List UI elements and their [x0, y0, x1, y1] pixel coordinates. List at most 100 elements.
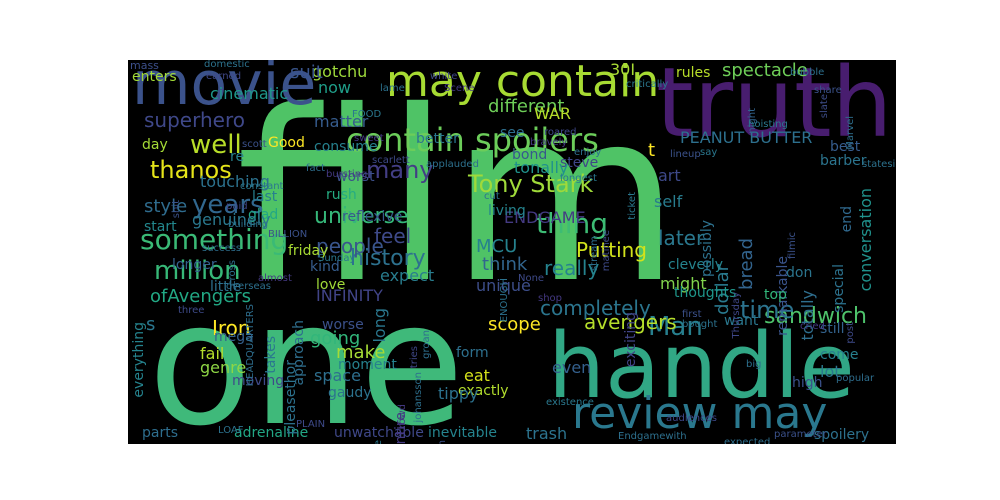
cloud-word: now [318, 78, 352, 97]
cloud-word: groan [421, 330, 432, 359]
cloud-word: truth [656, 60, 893, 159]
cloud-word: sandwich [764, 304, 867, 329]
cloud-word: inevitable [428, 425, 498, 441]
cloud-word: matinee [601, 230, 612, 272]
cloud-word: million [154, 256, 241, 286]
cloud-word: touching [200, 172, 270, 191]
cloud-word: johansson [413, 372, 424, 423]
cloud-word: adrenaline [234, 425, 309, 441]
cloud-word: don [786, 265, 813, 281]
cloud-word: big [746, 359, 762, 370]
cloud-word: critically [626, 79, 669, 90]
cloud-word: share [814, 85, 842, 96]
cloud-word: rush [326, 187, 357, 203]
cloud-word: think [482, 254, 528, 275]
cloud-word: expect [380, 266, 435, 285]
cloud-word: universe [314, 204, 409, 229]
cloud-word: totally [798, 290, 817, 341]
cloud-word: even [552, 358, 592, 377]
cloud-word: Man [648, 312, 703, 342]
cloud-word: one [148, 266, 465, 444]
cloud-word: love [316, 277, 346, 293]
cloud-word: top [764, 287, 787, 303]
cloud-word: existence [546, 397, 594, 408]
cloud-word: shit [171, 200, 182, 219]
cloud-word: suit [290, 62, 323, 83]
cloud-word: FOOD [352, 109, 382, 120]
cloud-word: consume [314, 139, 378, 155]
cloud-word: years [192, 190, 264, 220]
cloud-word: high [792, 375, 823, 391]
cloud-word: mega [214, 329, 254, 345]
cloud-word: cinematic [210, 84, 289, 103]
cloud-word: make [336, 342, 386, 363]
cloud-word: worth [437, 440, 448, 444]
cloud-word: unique [476, 276, 531, 295]
cloud-word: special [831, 264, 847, 313]
cloud-word: spoilery [814, 427, 870, 443]
cloud-word: reflexive [342, 209, 403, 225]
cloud-word: cried [800, 321, 825, 332]
cloud-word: fact [306, 163, 326, 174]
cloud-word: living [488, 203, 526, 219]
cloud-word: constant [240, 181, 284, 192]
cloud-word: s [146, 314, 156, 335]
cloud-word: last [252, 189, 278, 205]
cloud-word: HEADQUARTERS [245, 304, 256, 387]
cloud-word: scope [488, 314, 541, 335]
cloud-word: exactly [458, 383, 509, 399]
cloud-word: better [416, 131, 459, 147]
cloud-word: PLAIN [296, 419, 326, 430]
cloud-word: something [140, 223, 289, 256]
cloud-word: friday [288, 243, 329, 259]
cloud-word: everything [131, 322, 147, 398]
cloud-word: bread [736, 238, 757, 290]
cloud-word: BILLION [268, 229, 308, 240]
cloud-word: moving [232, 373, 285, 389]
cloud-word: lineup [670, 149, 701, 160]
cloud-word: space [314, 366, 361, 385]
cloud-word: roared [544, 127, 577, 138]
cloud-word: see [500, 125, 525, 141]
cloud-word: possibly [699, 220, 715, 277]
cloud-word: post [845, 322, 856, 344]
cloud-word: longest [560, 173, 597, 184]
cloud-word: Iron [212, 316, 251, 340]
cloud-word: trash [526, 424, 568, 443]
cloud-word: Good [268, 135, 305, 151]
cloud-word: overseas [226, 281, 271, 292]
cloud-word: handle [548, 314, 855, 419]
cloud-word: Sunday [318, 253, 356, 264]
cloud-word: tries [409, 346, 420, 369]
cloud-word: fail [200, 344, 225, 363]
cloud-word: earned [206, 71, 242, 82]
cloud-word: takes [263, 336, 279, 374]
cloud-word: slate [819, 94, 830, 119]
cloud-word: filmic [787, 232, 798, 260]
cloud-word: cross [227, 260, 238, 286]
cloud-word: little [210, 279, 242, 295]
cloud-word: start [144, 219, 177, 235]
cloud-word: None [518, 273, 545, 284]
cloud-word: form [456, 345, 489, 361]
cloud-word: enjoy [574, 147, 602, 158]
cloud-word: unwatchable [334, 425, 424, 441]
cloud-word: steve [560, 155, 599, 171]
cloud-word: genre [200, 358, 247, 377]
cloud-word: movie [132, 60, 317, 119]
cloud-word: Putting [576, 238, 647, 262]
cloud-word: worst [336, 169, 375, 185]
cloud-word: Mouse [373, 440, 384, 444]
cloud-word: first [682, 309, 702, 320]
cloud-word: popular [836, 373, 875, 384]
cloud-word: may contain [386, 60, 660, 107]
cloud-word: worse [322, 317, 364, 333]
cloud-word: paid [226, 201, 248, 212]
cloud-word: thing [536, 207, 609, 240]
cloud-word: gotchu [312, 62, 368, 81]
cloud-word: hoisting [748, 119, 788, 130]
cloud-word: rules [676, 65, 711, 81]
word-cloud: film one truth handle movie may contain review… [128, 60, 896, 444]
cloud-word: completely [540, 296, 651, 320]
cloud-word: barber [820, 153, 867, 169]
